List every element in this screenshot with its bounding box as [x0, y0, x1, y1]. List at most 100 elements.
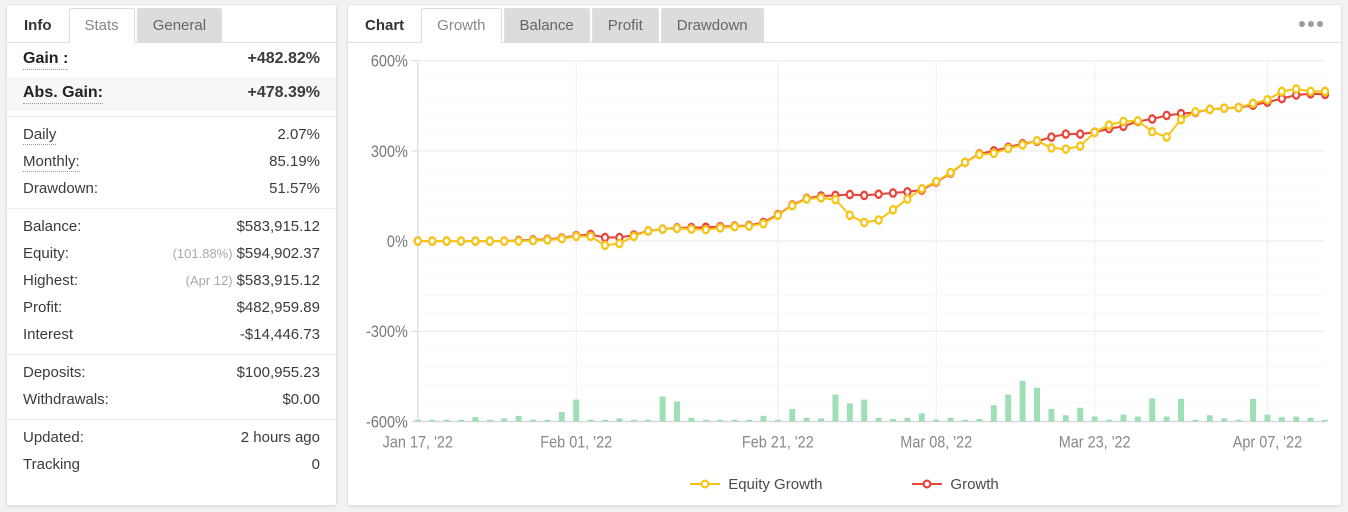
kebab-menu-icon[interactable]	[1295, 17, 1327, 31]
chart-bar	[486, 419, 493, 422]
chart-bar	[1250, 399, 1257, 422]
stat-value-tracking: 0	[311, 456, 320, 473]
chart-point	[456, 236, 466, 246]
chart-point	[975, 149, 984, 160]
chart-point	[1234, 102, 1243, 113]
chart-point	[1292, 84, 1301, 94]
legend-label-equity-growth: Equity Growth	[728, 475, 823, 493]
chart-bar	[760, 415, 767, 422]
chart-tab-drawdown[interactable]: Drawdown	[660, 8, 764, 42]
chart-point	[1320, 86, 1330, 97]
stat-row-drawdown: Drawdown: 51.57%	[7, 176, 336, 203]
chart-point	[471, 236, 480, 246]
stat-value-wrap-updated: 2 hours ago	[241, 429, 320, 446]
stat-separator	[7, 116, 336, 117]
chart-bar	[990, 405, 997, 422]
stat-value-gain: +482.82%	[247, 50, 320, 67]
stat-label-interest: Interest	[23, 326, 74, 343]
legend-item-growth[interactable]: Growth	[912, 476, 999, 493]
chart-point	[500, 236, 509, 246]
chart-bar	[890, 419, 896, 422]
chart-point	[1047, 143, 1056, 153]
chart-point	[759, 218, 768, 229]
chart-point	[687, 224, 696, 234]
stat-row-gain: Gain : +482.82%	[7, 43, 336, 77]
chart-bar	[688, 417, 695, 422]
chart-point	[888, 204, 898, 215]
chart-point	[1076, 129, 1085, 139]
chart-point	[672, 223, 682, 234]
chart-bar	[530, 419, 536, 422]
chart-point	[1032, 135, 1042, 146]
stat-row-deposits: Deposits: $100,955.23	[7, 360, 336, 387]
chart-point	[1018, 140, 1027, 150]
chart-plot-area[interactable]: 600% 300% 0% -300% -600% Jan 17, '22 Feb 01, '…	[348, 43, 1341, 463]
stat-value-wrap-interest: -$14,446.73	[240, 326, 320, 343]
chart-bar	[933, 419, 940, 422]
chart-tab-growth[interactable]: Growth	[421, 8, 502, 43]
stat-value-deposits: $100,955.23	[236, 364, 320, 381]
chart-bar	[544, 419, 551, 422]
chart-bar	[832, 394, 839, 422]
stat-label-updated: Updated:	[23, 429, 84, 446]
chart-point	[845, 210, 854, 221]
legend-item-equity-growth[interactable]: Equity Growth	[690, 476, 822, 493]
chart-point	[1148, 126, 1157, 137]
chart-point	[744, 221, 754, 231]
chart-bar	[904, 417, 911, 422]
chart-point	[1306, 86, 1315, 97]
chart-bar	[818, 418, 824, 422]
growth-chart-svg: 600% 300% 0% -300% -600% Jan 17, '22 Feb 01, '…	[366, 53, 1330, 452]
stat-value-wrap-balance: $583,915.12	[237, 218, 320, 235]
chart-bar	[674, 401, 680, 422]
chart-tab-profit[interactable]: Profit	[591, 8, 659, 42]
stat-value-wrap-gain: +482.82%	[247, 50, 320, 68]
stat-value-drawdown: 51.57%	[269, 180, 320, 197]
stat-value-withdrawals: $0.00	[282, 391, 320, 408]
stat-separator	[7, 419, 336, 420]
chart-bar	[947, 417, 954, 422]
chart-tab-balance[interactable]: Balance	[503, 8, 590, 42]
chart-point	[1277, 86, 1286, 97]
chart-point	[428, 236, 437, 246]
chart-bar	[1278, 417, 1285, 422]
chart-bar	[746, 419, 752, 422]
stat-row-highest: Highest: (Apr 12) $583,915.12	[7, 268, 336, 295]
stats-tabstrip: Info Stats General	[7, 5, 336, 43]
legend-swatch-equity-growth	[690, 479, 721, 489]
chart-xtick-label: Apr 07, '22	[1233, 433, 1302, 451]
chart-ytick-label: -300%	[366, 323, 408, 341]
stat-value-updated: 2 hours ago	[240, 429, 320, 446]
chart-point	[615, 238, 624, 249]
chart-point	[1205, 104, 1214, 115]
chart-point	[572, 231, 581, 242]
chart-point	[586, 231, 595, 242]
stats-tab-info: Info	[11, 8, 67, 42]
chart-bar	[774, 419, 781, 422]
stat-label-balance: Balance:	[23, 218, 82, 235]
chart-point	[413, 236, 422, 246]
stat-value-wrap-highest: (Apr 12) $583,915.12	[186, 272, 320, 289]
chart-point	[644, 226, 653, 236]
chart-bar	[1192, 419, 1199, 422]
stats-tab-stats[interactable]: Stats	[68, 8, 135, 43]
chart-ytick-label: 300%	[371, 143, 408, 161]
chart-ytick-label: -600%	[366, 413, 408, 431]
chart-point	[730, 221, 739, 232]
chart-point	[1119, 116, 1128, 127]
chart-bar	[803, 417, 810, 422]
chart-bar	[1005, 394, 1012, 422]
chart-bar	[1221, 418, 1228, 422]
stat-value-profit: $482,959.89	[236, 299, 320, 316]
chart-bar	[616, 418, 623, 422]
stat-value-wrap-drawdown: 51.57%	[269, 180, 320, 197]
stats-rows-container: Gain : +482.82% Abs. Gain: +478.39% Daily 2.0…	[7, 43, 336, 479]
chart-bar	[429, 419, 436, 422]
chart-xtick-label: Mar 08, '22	[900, 433, 972, 451]
chart-bar	[962, 419, 968, 422]
chart-point	[600, 232, 610, 243]
chart-bar	[1134, 416, 1141, 422]
stats-tab-general[interactable]: General	[136, 8, 223, 42]
stat-label-abs-gain: Abs. Gain:	[23, 84, 104, 104]
stat-label-drawdown: Drawdown:	[23, 180, 99, 197]
